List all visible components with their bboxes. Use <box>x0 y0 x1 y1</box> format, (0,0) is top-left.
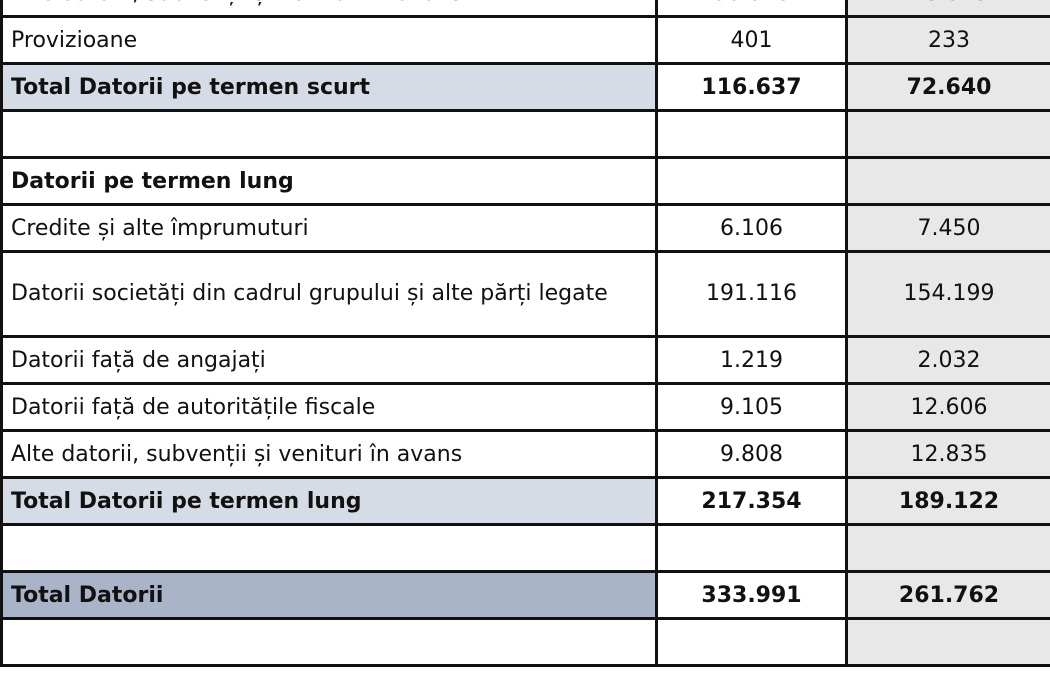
liabilities-table: Alte datorii, subvenții și venituri în a… <box>0 0 1050 667</box>
value: 9.105 <box>655 382 848 432</box>
value: 333.991 <box>655 570 848 620</box>
value: 116.637 <box>655 62 848 112</box>
label: Datorii față de autoritățile fiscale <box>0 382 658 432</box>
value: 12.835 <box>845 429 1050 479</box>
value: 7.450 <box>845 203 1050 253</box>
row: Provizioane 401 233 <box>0 15 1050 65</box>
label: Datorii societăți din cadrul grupului și… <box>0 250 658 338</box>
label: Total Datorii pe termen lung <box>0 476 658 526</box>
value: 401 <box>655 15 848 65</box>
value: 261.762 <box>845 570 1050 620</box>
label: Provizioane <box>0 15 658 65</box>
value: 12.606 <box>845 382 1050 432</box>
row: Alte datorii, subvenții și venituri în a… <box>0 429 1050 479</box>
total-row: Total Datorii pe termen lung 217.354 189.1… <box>0 476 1050 526</box>
value: 154.199 <box>845 250 1050 338</box>
label: Datorii față de angajați <box>0 335 658 385</box>
spacer-row <box>0 617 1050 667</box>
spacer-row <box>0 523 1050 573</box>
value: 36.078 <box>655 0 848 18</box>
value: 28.040 <box>845 0 1050 18</box>
label: Alte datorii, subvenții și venituri în a… <box>0 0 658 18</box>
row: Alte datorii, subvenții și venituri în a… <box>0 0 1050 18</box>
label: Total Datorii <box>0 570 658 620</box>
value: 2.032 <box>845 335 1050 385</box>
grand-total-row: Total Datorii 333.991 261.762 <box>0 570 1050 620</box>
row: Credite și alte împrumuturi 6.106 7.450 <box>0 203 1050 253</box>
total-row: Total Datorii pe termen scurt 116.637 72.6… <box>0 62 1050 112</box>
value: 217.354 <box>655 476 848 526</box>
value: 233 <box>845 15 1050 65</box>
row: Datorii față de autoritățile fiscale 9.10… <box>0 382 1050 432</box>
label: Alte datorii, subvenții și venituri în a… <box>0 429 658 479</box>
row: Datorii față de angajați 1.219 2.032 <box>0 335 1050 385</box>
row: Datorii societăți din cadrul grupului și… <box>0 250 1050 338</box>
value: 189.122 <box>845 476 1050 526</box>
value: 9.808 <box>655 429 848 479</box>
section-row: Datorii pe termen lung <box>0 156 1050 206</box>
label: Total Datorii pe termen scurt <box>0 62 658 112</box>
value: 1.219 <box>655 335 848 385</box>
spacer-row <box>0 109 1050 159</box>
value: 72.640 <box>845 62 1050 112</box>
value: 6.106 <box>655 203 848 253</box>
label: Credite și alte împrumuturi <box>0 203 658 253</box>
section-label: Datorii pe termen lung <box>0 156 658 206</box>
value: 191.116 <box>655 250 848 338</box>
